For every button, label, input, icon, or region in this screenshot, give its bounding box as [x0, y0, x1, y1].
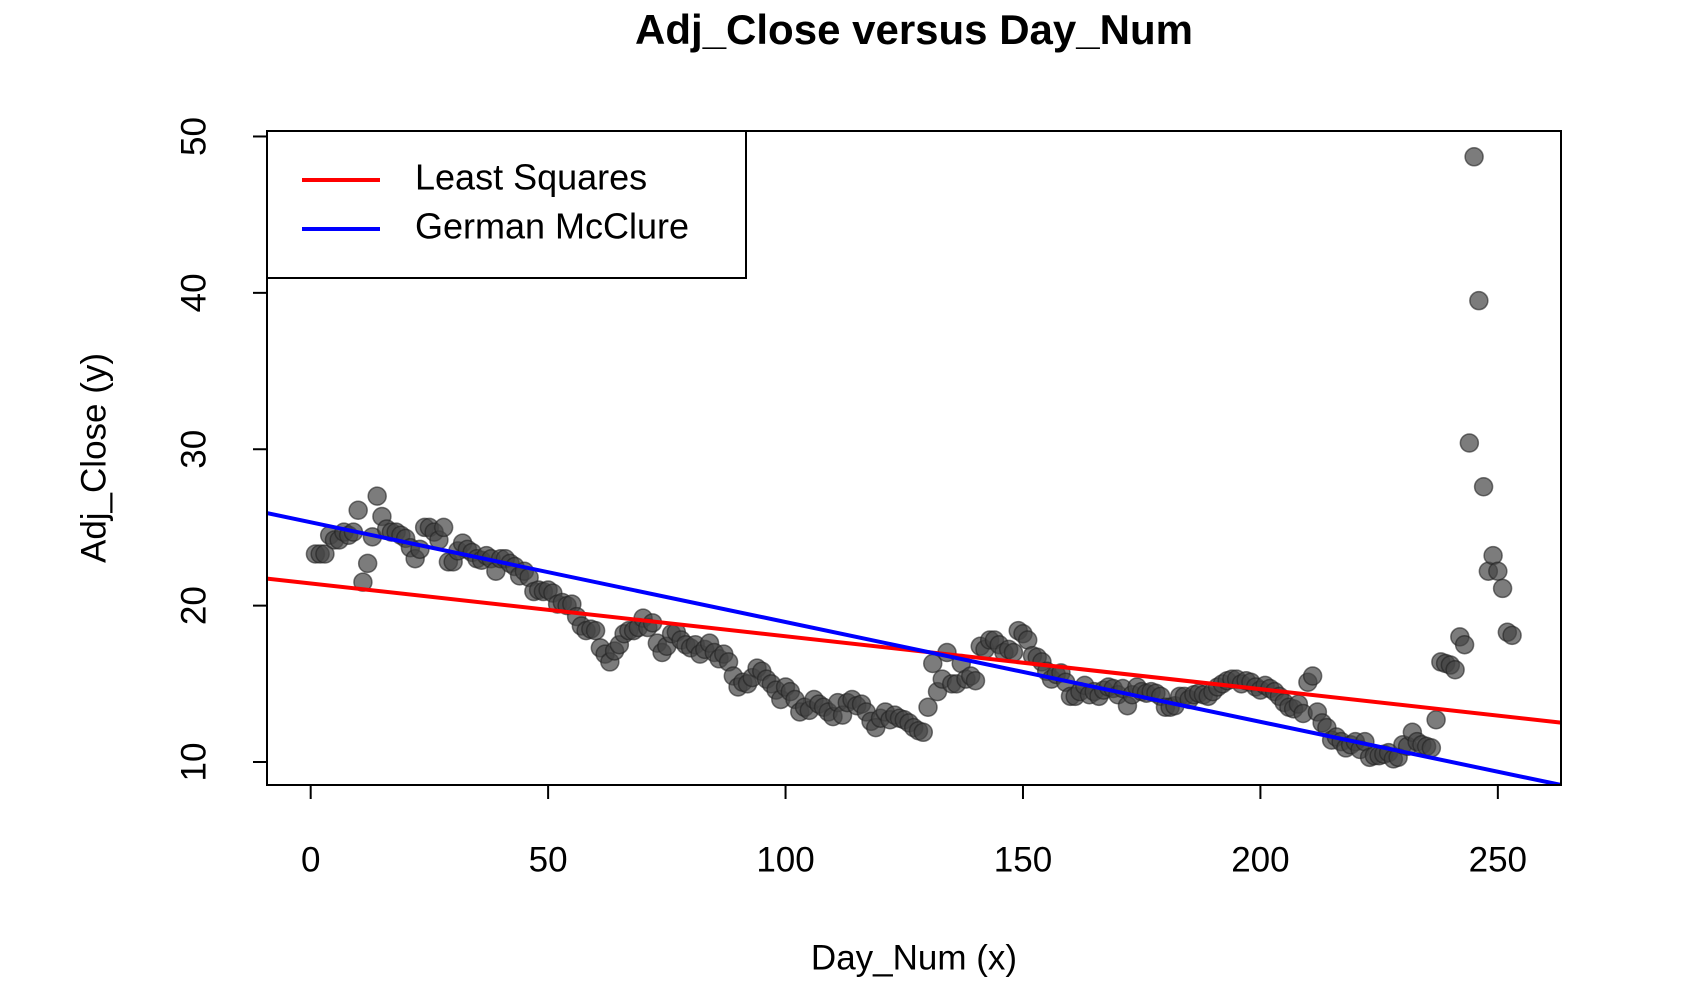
point — [1003, 642, 1024, 663]
point — [965, 670, 986, 691]
legend-label: German McClure — [415, 206, 689, 247]
y-tick-label: 30 — [174, 430, 213, 469]
fit-line — [267, 511, 1561, 785]
point — [357, 553, 378, 574]
point — [918, 697, 938, 718]
point — [1464, 147, 1484, 167]
point — [1454, 634, 1475, 655]
point — [1488, 561, 1508, 581]
legend-box — [266, 130, 747, 279]
point — [367, 486, 387, 506]
point — [1421, 738, 1442, 758]
legend: Least Squares German McClure — [266, 130, 747, 279]
x-tick-label: 50 — [529, 840, 568, 879]
point — [315, 544, 335, 564]
x-axis-label: Day_Num (x) — [811, 938, 1017, 977]
point — [1473, 477, 1494, 497]
x-tick-label: 150 — [994, 840, 1052, 879]
fit-lines — [267, 511, 1561, 785]
point — [1445, 659, 1465, 680]
point — [433, 517, 454, 538]
y-tick-label: 40 — [174, 273, 213, 312]
point — [1302, 666, 1323, 686]
point — [1469, 290, 1489, 311]
y-axis-label: Adj_Close (y) — [74, 353, 113, 563]
legend-label: Least Squares — [415, 157, 647, 198]
x-tick-label: 100 — [756, 840, 814, 879]
point — [1502, 625, 1522, 646]
x-tick-label: 200 — [1231, 840, 1289, 879]
point — [348, 500, 368, 520]
point — [1426, 710, 1446, 730]
x-tick-label: 250 — [1469, 840, 1527, 879]
y-tick-label: 50 — [174, 117, 213, 156]
point — [585, 620, 606, 641]
point — [913, 722, 934, 743]
y-tick-label: 10 — [174, 743, 213, 782]
point — [1492, 578, 1513, 599]
y-tick-label: 20 — [174, 586, 213, 625]
chart-title: Adj_Close versus Day_Num — [635, 6, 1193, 53]
x-tick-label: 0 — [301, 840, 320, 879]
point — [1459, 433, 1480, 453]
